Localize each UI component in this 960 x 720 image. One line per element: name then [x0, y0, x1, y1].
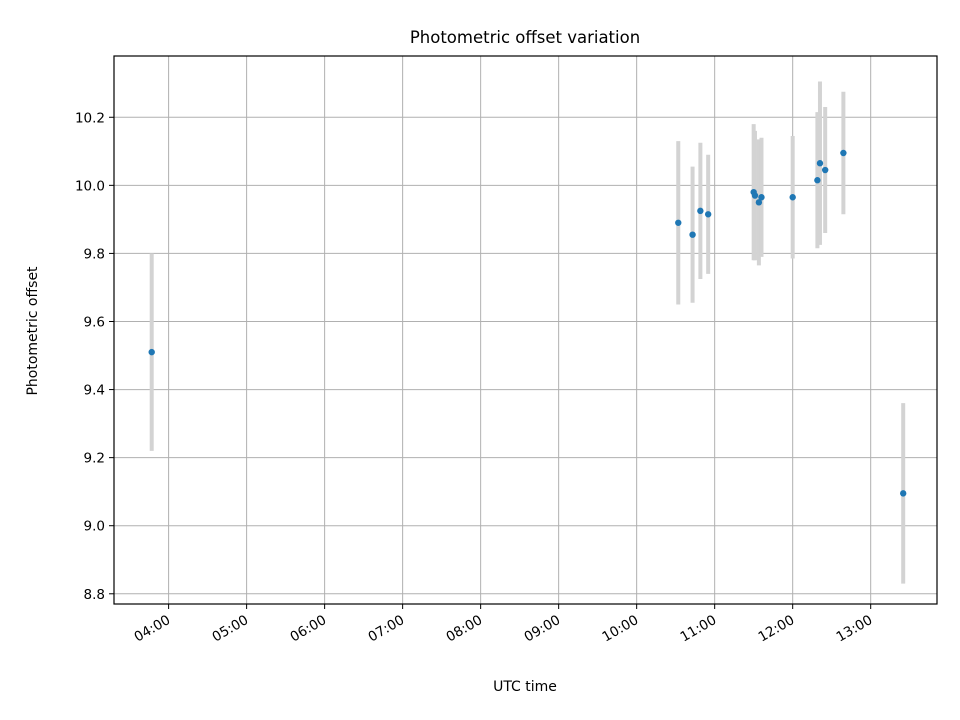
- data-point: [789, 194, 796, 201]
- plot-frame: [113, 55, 938, 605]
- data-point: [758, 194, 765, 201]
- data-point: [821, 166, 829, 174]
- y-tick-label: 9.2: [84, 451, 105, 467]
- data-point: [697, 207, 704, 215]
- data-point: [755, 199, 763, 206]
- data-point: [148, 348, 155, 356]
- x-axis-label: UTC time: [493, 679, 557, 695]
- y-axis-label: Photometric offset: [25, 266, 41, 396]
- y-tick-label: 8.8: [84, 587, 105, 603]
- data-point: [704, 211, 712, 218]
- y-tick-label: 9.8: [84, 246, 105, 262]
- data-point: [899, 490, 907, 497]
- chart-title: Photometric offset variation: [410, 28, 640, 47]
- y-tick-label: 9.4: [84, 383, 105, 399]
- data-point: [816, 160, 824, 167]
- data-point: [751, 192, 759, 199]
- data-points: [148, 149, 907, 497]
- y-tick-label: 10.2: [75, 110, 105, 126]
- data-point: [689, 231, 696, 238]
- y-tick-label: 9.0: [84, 519, 105, 535]
- data-point: [675, 219, 682, 226]
- grid: [114, 56, 937, 604]
- data-point: [840, 149, 847, 157]
- data-point: [814, 177, 821, 184]
- y-tick-label: 10.0: [75, 178, 105, 194]
- y-axis-ticks: 8.8 9.0 9.2 9.4 9.6 9.8 10.0 10.2: [75, 110, 114, 603]
- y-tick-label: 9.6: [84, 314, 105, 330]
